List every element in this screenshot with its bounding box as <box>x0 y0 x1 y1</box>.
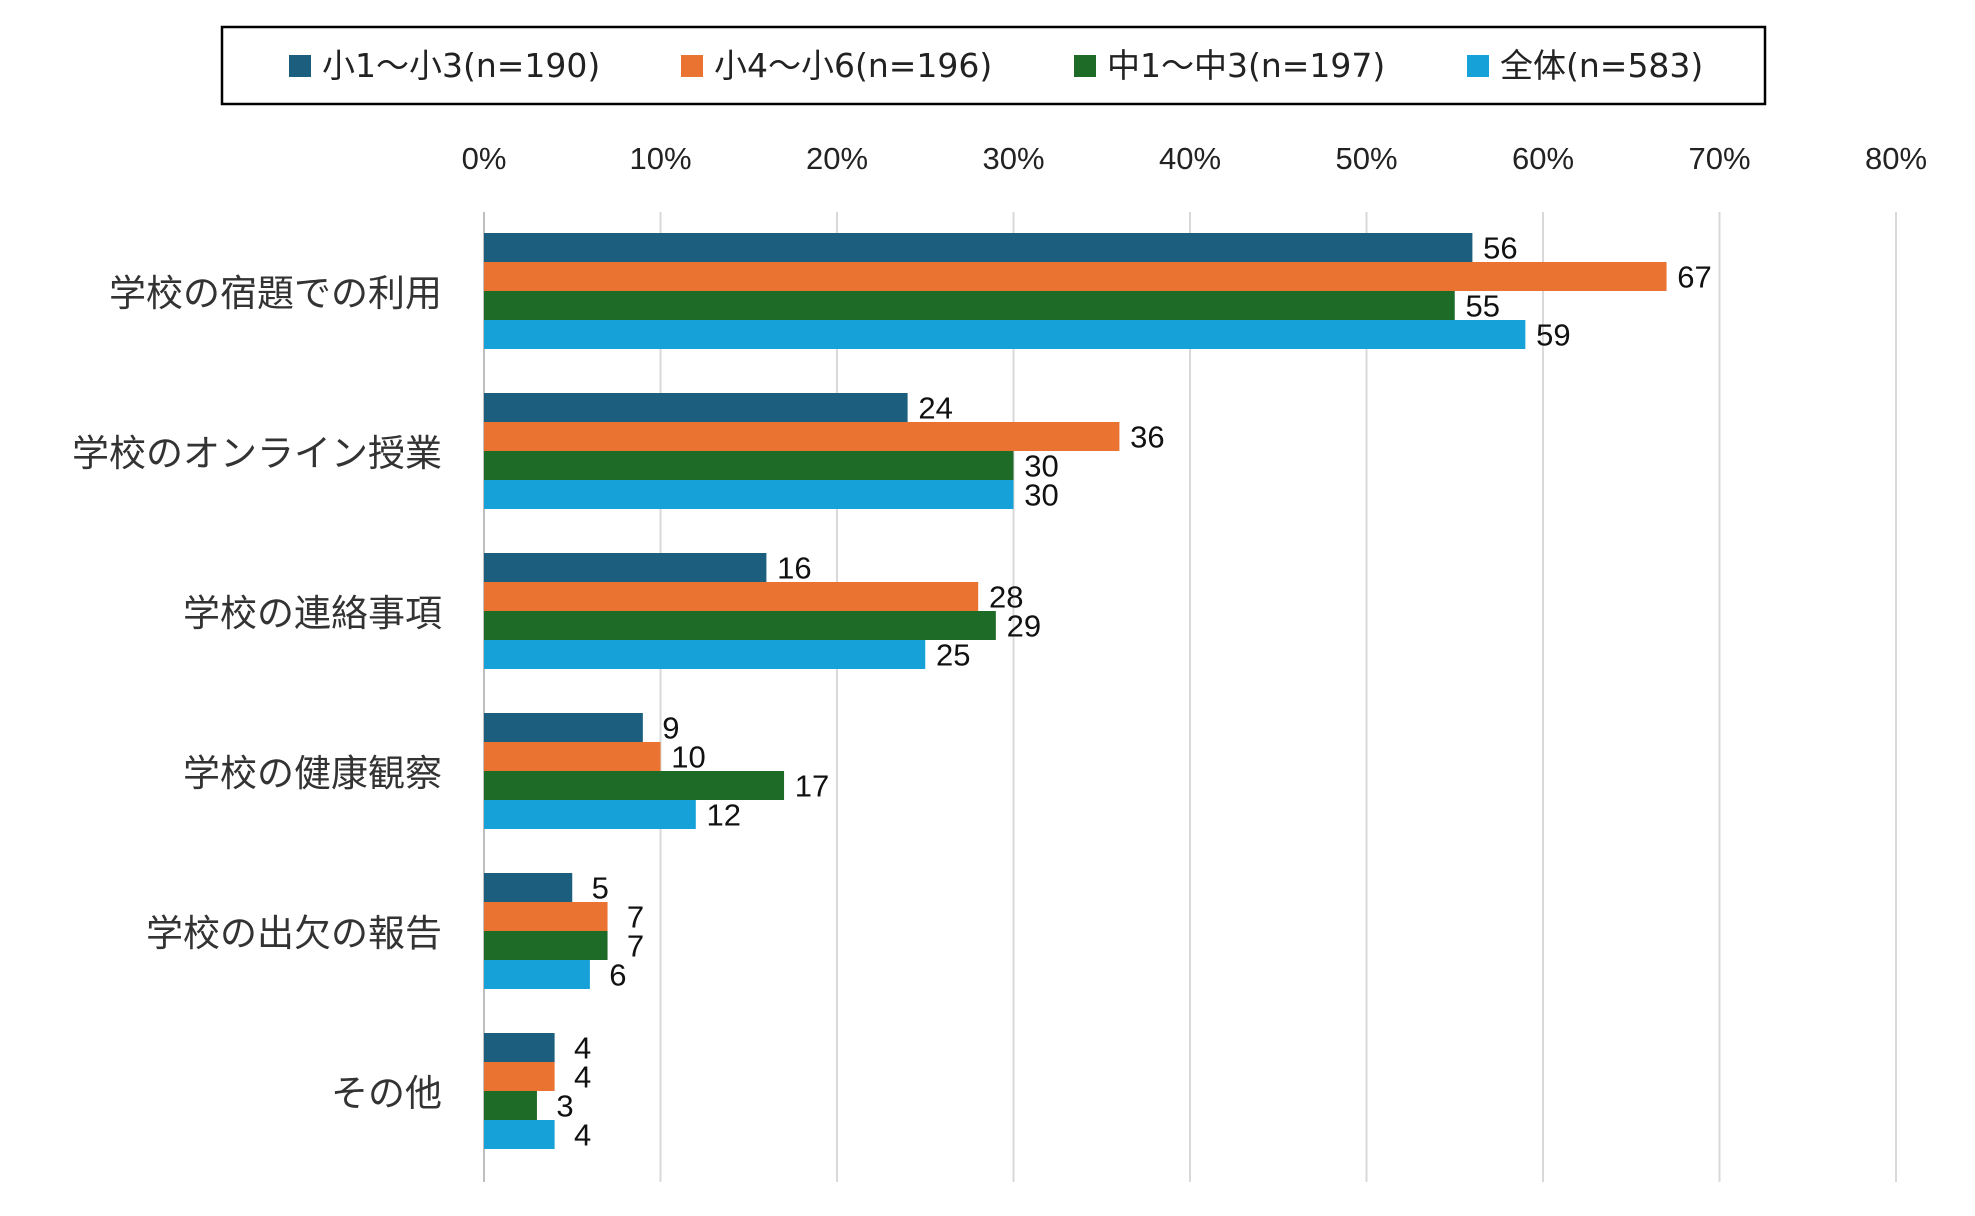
data-label: 3 <box>556 1089 573 1124</box>
x-tick-label: 60% <box>1512 141 1574 176</box>
data-label: 59 <box>1536 318 1570 353</box>
data-label: 7 <box>627 900 644 935</box>
legend-label: 全体(n=583) <box>1500 46 1703 85</box>
bars <box>484 233 1667 1149</box>
bar <box>484 1091 537 1120</box>
category-label: 学校の出欠の報告 <box>146 912 442 955</box>
legend-box <box>220 25 1767 106</box>
bar <box>484 742 661 771</box>
bar <box>484 422 1120 451</box>
x-tick-label: 70% <box>1688 141 1750 176</box>
category-label: 学校のオンライン授業 <box>72 432 442 475</box>
bar <box>484 553 767 582</box>
bar <box>484 800 696 829</box>
legend-label: 中1～中3(n=197) <box>1107 46 1385 85</box>
bar <box>484 902 608 931</box>
data-label: 56 <box>1483 231 1517 266</box>
x-tick-label: 10% <box>629 141 691 176</box>
data-label: 4 <box>574 1031 591 1066</box>
data-label: 36 <box>1130 420 1164 455</box>
bar <box>484 1120 555 1149</box>
bar <box>484 873 573 902</box>
bar <box>484 931 608 960</box>
category-label: 学校の宿題での利用 <box>109 272 442 315</box>
bar <box>484 480 1014 509</box>
bar <box>484 771 785 800</box>
bar <box>484 291 1455 320</box>
bar <box>484 640 926 669</box>
data-label: 30 <box>1024 449 1058 484</box>
x-tick-label: 20% <box>806 141 868 176</box>
legend-label: 小1～小3(n=190) <box>322 46 600 85</box>
x-axis-ticks: 0% 10% 20% 30% 40% 50% 60% 70% 80% <box>462 141 1927 176</box>
bar <box>484 320 1526 349</box>
data-label: 12 <box>707 798 741 833</box>
data-label: 25 <box>936 638 970 673</box>
bar <box>484 1062 555 1091</box>
data-label: 67 <box>1677 260 1711 295</box>
data-label: 17 <box>795 769 829 804</box>
data-label: 55 <box>1466 289 1500 324</box>
data-label: 30 <box>1024 478 1058 513</box>
data-label: 24 <box>918 391 952 426</box>
bar <box>484 233 1473 262</box>
x-tick-label: 80% <box>1865 141 1927 176</box>
bar <box>484 611 996 640</box>
bar <box>484 262 1667 291</box>
data-label: 28 <box>989 580 1023 615</box>
bar <box>484 393 908 422</box>
bar <box>484 1033 555 1062</box>
x-tick-label: 0% <box>462 141 507 176</box>
category-labels: 学校の宿題での利用学校のオンライン授業学校の連絡事項学校の健康観察学校の出欠の報… <box>72 272 442 1115</box>
data-label: 5 <box>592 871 609 906</box>
gridlines <box>483 212 1897 1182</box>
category-label: 学校の連絡事項 <box>183 592 442 635</box>
legend-swatch <box>1074 55 1096 77</box>
legend-label: 小4～小6(n=196) <box>714 46 992 85</box>
bar <box>484 451 1014 480</box>
category-label: 学校の健康観察 <box>183 752 442 795</box>
x-tick-label: 30% <box>982 141 1044 176</box>
data-label: 4 <box>574 1118 591 1153</box>
legend: 小1～小3(n=190) 小4～小6(n=196) 中1～中3(n=197) 全体(n… <box>220 25 1767 106</box>
data-label: 16 <box>777 551 811 586</box>
legend-swatch <box>1467 55 1489 77</box>
data-label: 4 <box>574 1060 591 1095</box>
legend-swatch <box>681 55 703 77</box>
data-label: 6 <box>609 958 626 993</box>
bar <box>484 713 643 742</box>
x-tick-label: 50% <box>1335 141 1397 176</box>
data-label: 7 <box>627 929 644 964</box>
data-label: 29 <box>1007 609 1041 644</box>
data-label: 10 <box>671 740 705 775</box>
bar <box>484 960 590 989</box>
bar <box>484 582 979 611</box>
category-label: その他 <box>331 1072 442 1115</box>
x-tick-label: 40% <box>1159 141 1221 176</box>
data-label: 9 <box>662 711 679 746</box>
legend-swatch <box>289 55 311 77</box>
